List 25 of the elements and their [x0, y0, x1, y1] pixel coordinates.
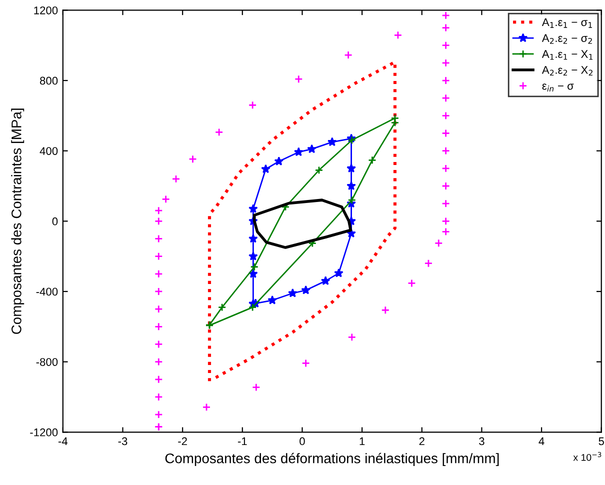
y-tick-label: -800 — [36, 358, 58, 366]
x-tick-label: 4 — [538, 437, 544, 446]
text: x 10$^{−3}$ — [573, 452, 602, 461]
x-tick-label: 3 — [479, 437, 484, 446]
x-tick-label: 5 — [598, 437, 604, 446]
x-axis-title: Composantes des déformations inélastiques [mm/mm] — [165, 452, 499, 466]
x-tick-label: 0 — [300, 437, 305, 446]
y-tick-label: 800 — [40, 76, 58, 85]
x-tick-label: -4 — [58, 437, 68, 446]
y-axis-title: Composantes des Contraintes [MPa] — [11, 108, 24, 334]
legend-label: A$_{1}$.ε$_{1}$ − X$_{1}$ — [542, 50, 593, 60]
x-tick-label: -1 — [238, 437, 247, 446]
x-tick-label: -3 — [118, 437, 128, 446]
legend-label: ε$_{in}$ − σ — [542, 84, 574, 92]
y-tick-label: -1200 — [30, 428, 58, 436]
y-tick-label: -400 — [36, 288, 58, 296]
legend-label: A$_{1}$.ε$_{1}$ − σ$_{1}$ — [542, 18, 592, 28]
x-tick-label: 1 — [360, 437, 365, 446]
legend-label: A$_{2}$.ε$_{2}$ − X$_{2}$ — [542, 66, 592, 76]
x-tick-label: -2 — [178, 437, 187, 446]
y-tick-label: 400 — [40, 147, 58, 155]
x-tick-label: 2 — [419, 437, 424, 446]
legend-label: A$_{2}$.ε$_{2}$ − σ$_{2}$ — [542, 34, 592, 44]
y-tick-label: 1200 — [34, 6, 58, 14]
y-tick-label: 0 — [52, 217, 58, 226]
